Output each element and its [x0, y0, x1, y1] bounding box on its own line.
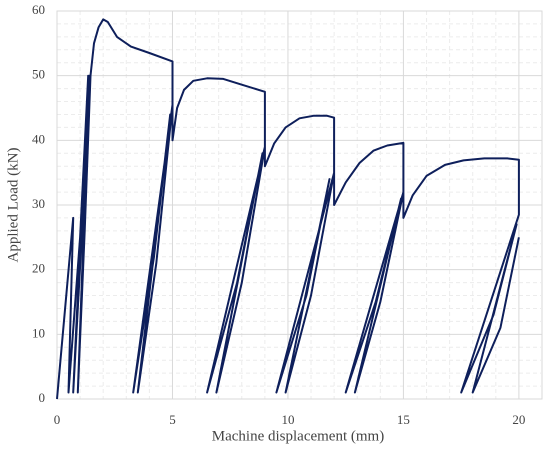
x-tick-label: 15 — [397, 412, 410, 427]
x-tick-label: 0 — [54, 412, 61, 427]
y-tick-label: 50 — [32, 67, 45, 82]
y-tick-label: 10 — [32, 325, 45, 340]
x-tick-label: 5 — [169, 412, 176, 427]
y-tick-label: 0 — [39, 390, 46, 405]
y-tick-label: 20 — [32, 261, 45, 276]
x-axis-title: Machine displacement (mm) — [212, 428, 384, 444]
load-curve — [56, 18, 520, 400]
y-axis-title: Applied Load (kN) — [5, 148, 21, 263]
x-tick-label: 10 — [281, 412, 294, 427]
x-tick-label: 20 — [512, 412, 525, 427]
y-tick-label: 40 — [32, 131, 45, 146]
y-tick-label: 30 — [32, 196, 45, 211]
y-tick-label: 60 — [32, 2, 45, 17]
